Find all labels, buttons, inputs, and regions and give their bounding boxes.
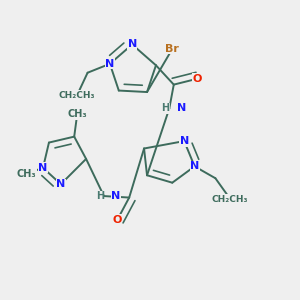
Text: N: N xyxy=(190,161,199,171)
Text: N: N xyxy=(128,40,137,50)
Text: N: N xyxy=(105,59,115,69)
Text: N: N xyxy=(177,103,186,113)
Text: CH₃: CH₃ xyxy=(68,109,87,119)
Text: CH₂CH₃: CH₂CH₃ xyxy=(59,91,95,100)
Text: O: O xyxy=(112,215,122,225)
Text: N: N xyxy=(180,136,189,146)
Text: H: H xyxy=(96,191,104,201)
Text: Br: Br xyxy=(165,44,179,54)
Text: H: H xyxy=(161,103,169,113)
Text: CH₂CH₃: CH₂CH₃ xyxy=(212,194,248,203)
Text: N: N xyxy=(111,191,121,201)
Text: N: N xyxy=(38,163,48,173)
Text: CH₃: CH₃ xyxy=(17,169,37,179)
Text: O: O xyxy=(193,74,202,84)
Text: N: N xyxy=(56,179,65,189)
